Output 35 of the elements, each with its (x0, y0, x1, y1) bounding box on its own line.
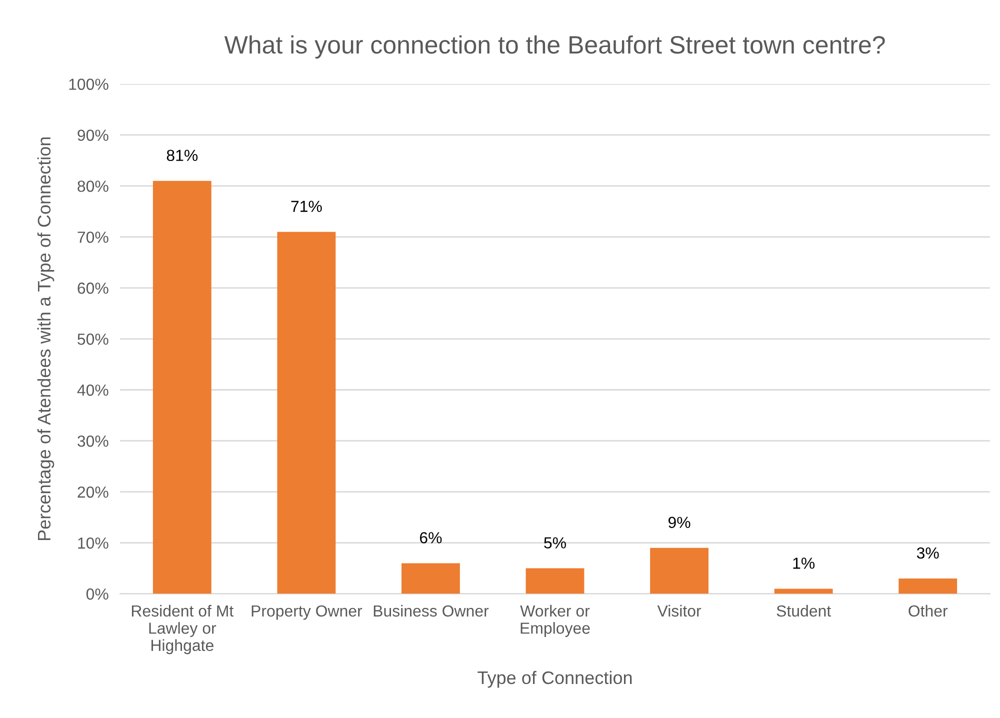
data-label: 3% (916, 547, 939, 559)
y-tick-label: 40% (77, 384, 108, 396)
bar (152, 180, 212, 594)
x-tick-label: Worker or Employee (520, 604, 590, 637)
y-tick-label: 30% (78, 435, 108, 447)
y-tick-label: 70% (78, 232, 108, 243)
bar (402, 563, 460, 594)
y-tick-label: 50% (78, 334, 108, 345)
data-label: 71% (291, 200, 322, 212)
x-axis-title: Type of Connection (478, 670, 632, 688)
data-label: 5% (544, 537, 566, 548)
bar (650, 548, 708, 594)
y-tick-label: 80% (78, 180, 108, 192)
y-tick-label: 0% (86, 588, 108, 600)
data-label: 1% (793, 558, 815, 569)
x-tick-label: Business Owner (374, 604, 489, 617)
chart-title: What is your connection to the Beaufort Street town centre? (224, 35, 885, 59)
bar (277, 232, 336, 594)
x-tick-label: Property Owner (252, 605, 362, 620)
x-tick-label: Other (908, 604, 948, 617)
x-tick-label: Visitor (657, 604, 702, 617)
bar (774, 588, 833, 594)
data-label: 6% (420, 532, 442, 544)
bar (526, 568, 584, 594)
y-tick-label: 20% (78, 486, 108, 498)
x-tick-label: Student (776, 604, 831, 617)
bar (898, 578, 958, 594)
y-tick-label: 100% (69, 78, 108, 90)
data-label: 81% (166, 150, 198, 162)
y-tick-label: 90% (78, 130, 108, 141)
y-tick-label: 60% (78, 282, 108, 294)
data-label: 9% (668, 516, 690, 528)
y-axis-title: Percentage of Atendees with a Type of Connection (37, 137, 54, 540)
x-tick-label: Resident of Mt Lawley or Highgate (132, 604, 234, 654)
y-tick-label: 10% (78, 537, 108, 549)
